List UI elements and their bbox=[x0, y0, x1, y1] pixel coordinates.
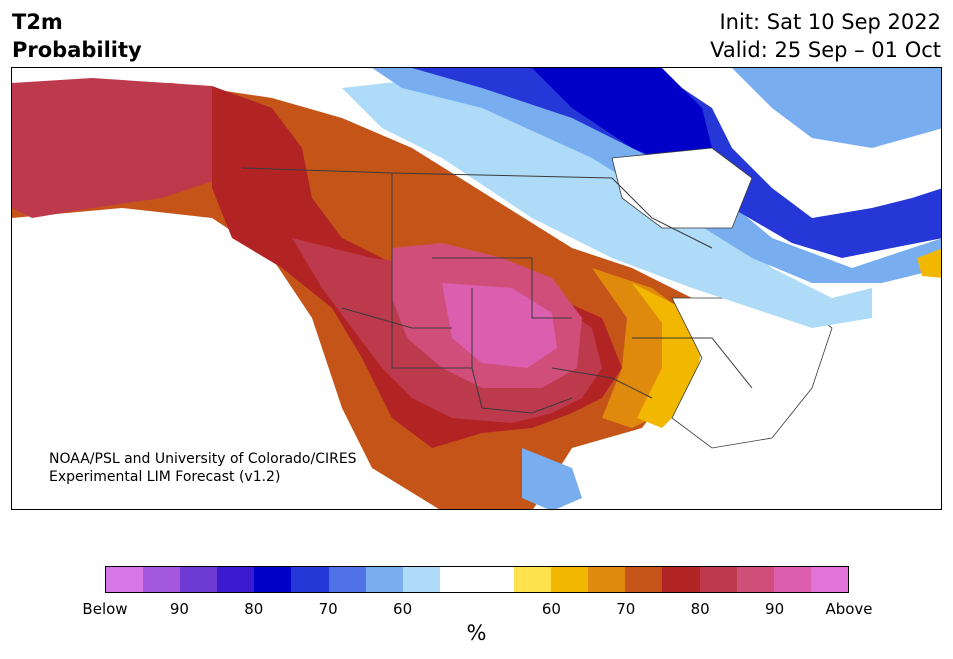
alaska-region bbox=[12, 78, 222, 218]
credit-line-1: NOAA/PSL and University of Colorado/CIRE… bbox=[49, 451, 357, 467]
colorbar-segment bbox=[699, 567, 737, 592]
map-title: T2m Probability bbox=[12, 8, 142, 64]
colorbar-segment bbox=[328, 567, 366, 592]
colorbar-unit: % bbox=[466, 621, 487, 645]
colorbar-tick-label: 60 bbox=[541, 600, 561, 618]
warm-maritime-spot bbox=[917, 248, 941, 278]
colorbar-tick-label: 70 bbox=[318, 600, 338, 618]
colorbar-segment bbox=[588, 567, 626, 592]
colorbar-segment bbox=[810, 567, 848, 592]
credit-line-2: Experimental LIM Forecast (v1.2) bbox=[49, 469, 281, 485]
colorbar-tick-label: 90 bbox=[169, 600, 189, 618]
colorbar-tick-label: 90 bbox=[765, 600, 785, 618]
colorbar bbox=[105, 566, 849, 593]
cold-deep-region bbox=[532, 68, 712, 168]
colorbar-tick-label: 80 bbox=[244, 600, 264, 618]
colorbar-segment bbox=[365, 567, 403, 592]
colorbar-tick-label: Below bbox=[82, 600, 128, 618]
colorbar-segment bbox=[106, 567, 144, 592]
colorbar-tick-label: 80 bbox=[690, 600, 710, 618]
colorbar-segment bbox=[291, 567, 329, 592]
colorbar-segment bbox=[254, 567, 292, 592]
colorbar-segment bbox=[736, 567, 774, 592]
colorbar-segment bbox=[402, 567, 440, 592]
forecast-dates: Init: Sat 10 Sep 2022 Valid: 25 Sep – 01… bbox=[710, 8, 941, 64]
colorbar-segment bbox=[439, 567, 477, 592]
colorbar-tick-label: Above bbox=[825, 600, 873, 618]
valid-period: Valid: 25 Sep – 01 Oct bbox=[710, 38, 941, 62]
colorbar-segment bbox=[625, 567, 663, 592]
political-borders bbox=[241, 167, 753, 414]
init-date: Init: Sat 10 Sep 2022 bbox=[719, 10, 941, 34]
probability-map bbox=[12, 68, 941, 509]
colorbar-segment bbox=[514, 567, 552, 592]
title-line-1: T2m bbox=[12, 10, 63, 34]
title-line-2: Probability bbox=[12, 38, 142, 62]
map-panel bbox=[11, 67, 942, 510]
colorbar-segment bbox=[217, 567, 255, 592]
data-credit: NOAA/PSL and University of Colorado/CIRE… bbox=[49, 450, 357, 486]
colorbar-segment bbox=[551, 567, 589, 592]
greenland-edge bbox=[732, 68, 941, 148]
cold-pale-band bbox=[342, 78, 872, 328]
colorbar-segment bbox=[773, 567, 811, 592]
hudson-bay bbox=[611, 147, 753, 229]
colorbar-segment bbox=[143, 567, 181, 592]
colorbar-tick-labels: Below 90 80 70 60 60 70 80 90 Above bbox=[0, 600, 953, 620]
colorbar-segment bbox=[180, 567, 218, 592]
west-peak-region bbox=[442, 283, 557, 368]
colorbar-tick-label: 60 bbox=[393, 600, 413, 618]
colorbar-segment bbox=[476, 567, 515, 592]
colorbar-tick-label: 70 bbox=[616, 600, 636, 618]
cold-gulf-spot bbox=[522, 448, 582, 509]
colorbar-segment bbox=[662, 567, 700, 592]
